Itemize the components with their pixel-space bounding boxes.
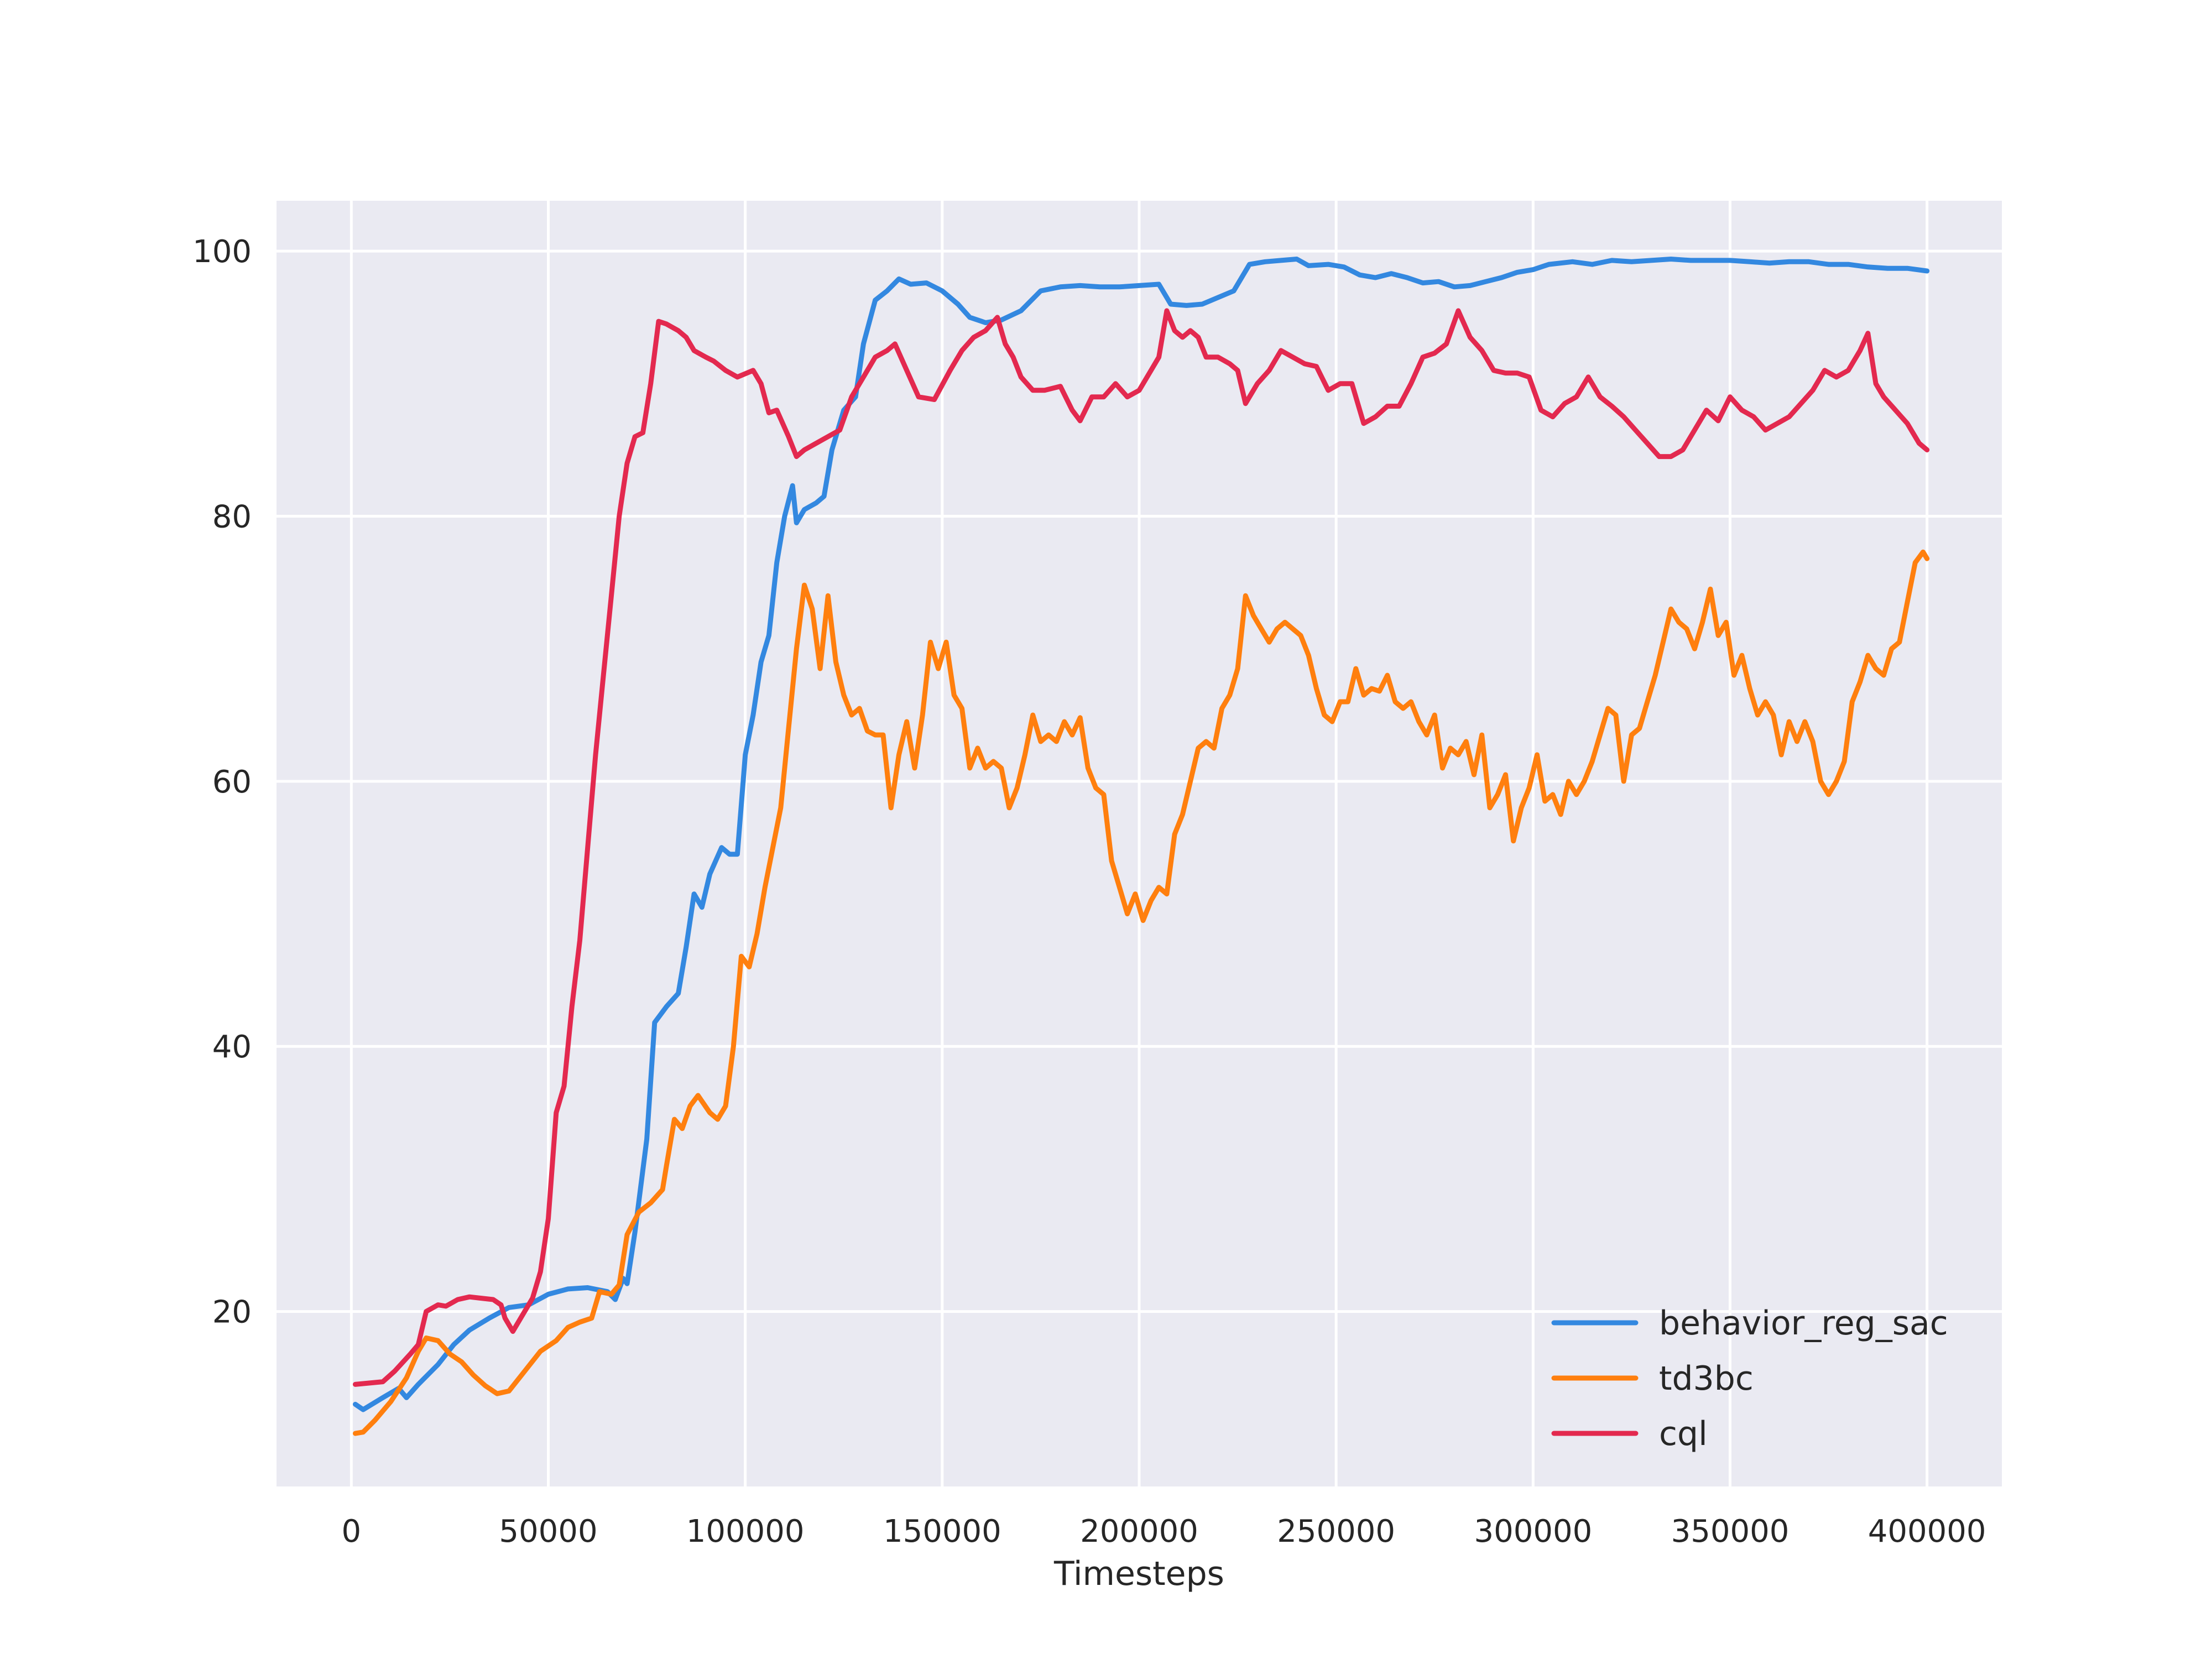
y-tick-label: 80 (212, 499, 252, 535)
series-line-td3bc (353, 549, 1930, 1436)
x-tick-label: 350000 (1671, 1514, 1790, 1550)
x-tick-label: 300000 (1474, 1514, 1592, 1550)
x-tick-label: 50000 (499, 1514, 597, 1550)
x-tick-label: 250000 (1277, 1514, 1395, 1550)
series-line-behavior-reg-sac (353, 257, 1930, 1412)
x-tick-label: 0 (342, 1514, 362, 1550)
x-tick-label: 150000 (883, 1514, 1001, 1550)
y-tick-label: 100 (192, 234, 252, 270)
legend-label: cql (1659, 1415, 1708, 1453)
y-tick-label: 20 (212, 1295, 252, 1331)
legend: behavior_reg_sac td3bc cql (1551, 1304, 1948, 1453)
y-tick-labels: 20 40 60 80 100 (192, 234, 252, 1331)
y-tick-label: 60 (212, 764, 252, 800)
x-tick-label: 100000 (686, 1514, 805, 1550)
grid-lines (276, 201, 2002, 1486)
x-tick-labels: 0 50000 100000 150000 200000 250000 300000 3500… (342, 1514, 1986, 1550)
series-line-cql (353, 308, 1930, 1387)
x-tick-label: 400000 (1868, 1514, 1986, 1550)
y-tick-label: 40 (212, 1029, 252, 1065)
legend-label: td3bc (1659, 1359, 1754, 1398)
series-lines (353, 257, 1930, 1436)
x-tick-label: 200000 (1080, 1514, 1198, 1550)
x-axis-title: Timesteps (1053, 1554, 1224, 1593)
legend-label: behavior_reg_sac (1659, 1304, 1948, 1343)
